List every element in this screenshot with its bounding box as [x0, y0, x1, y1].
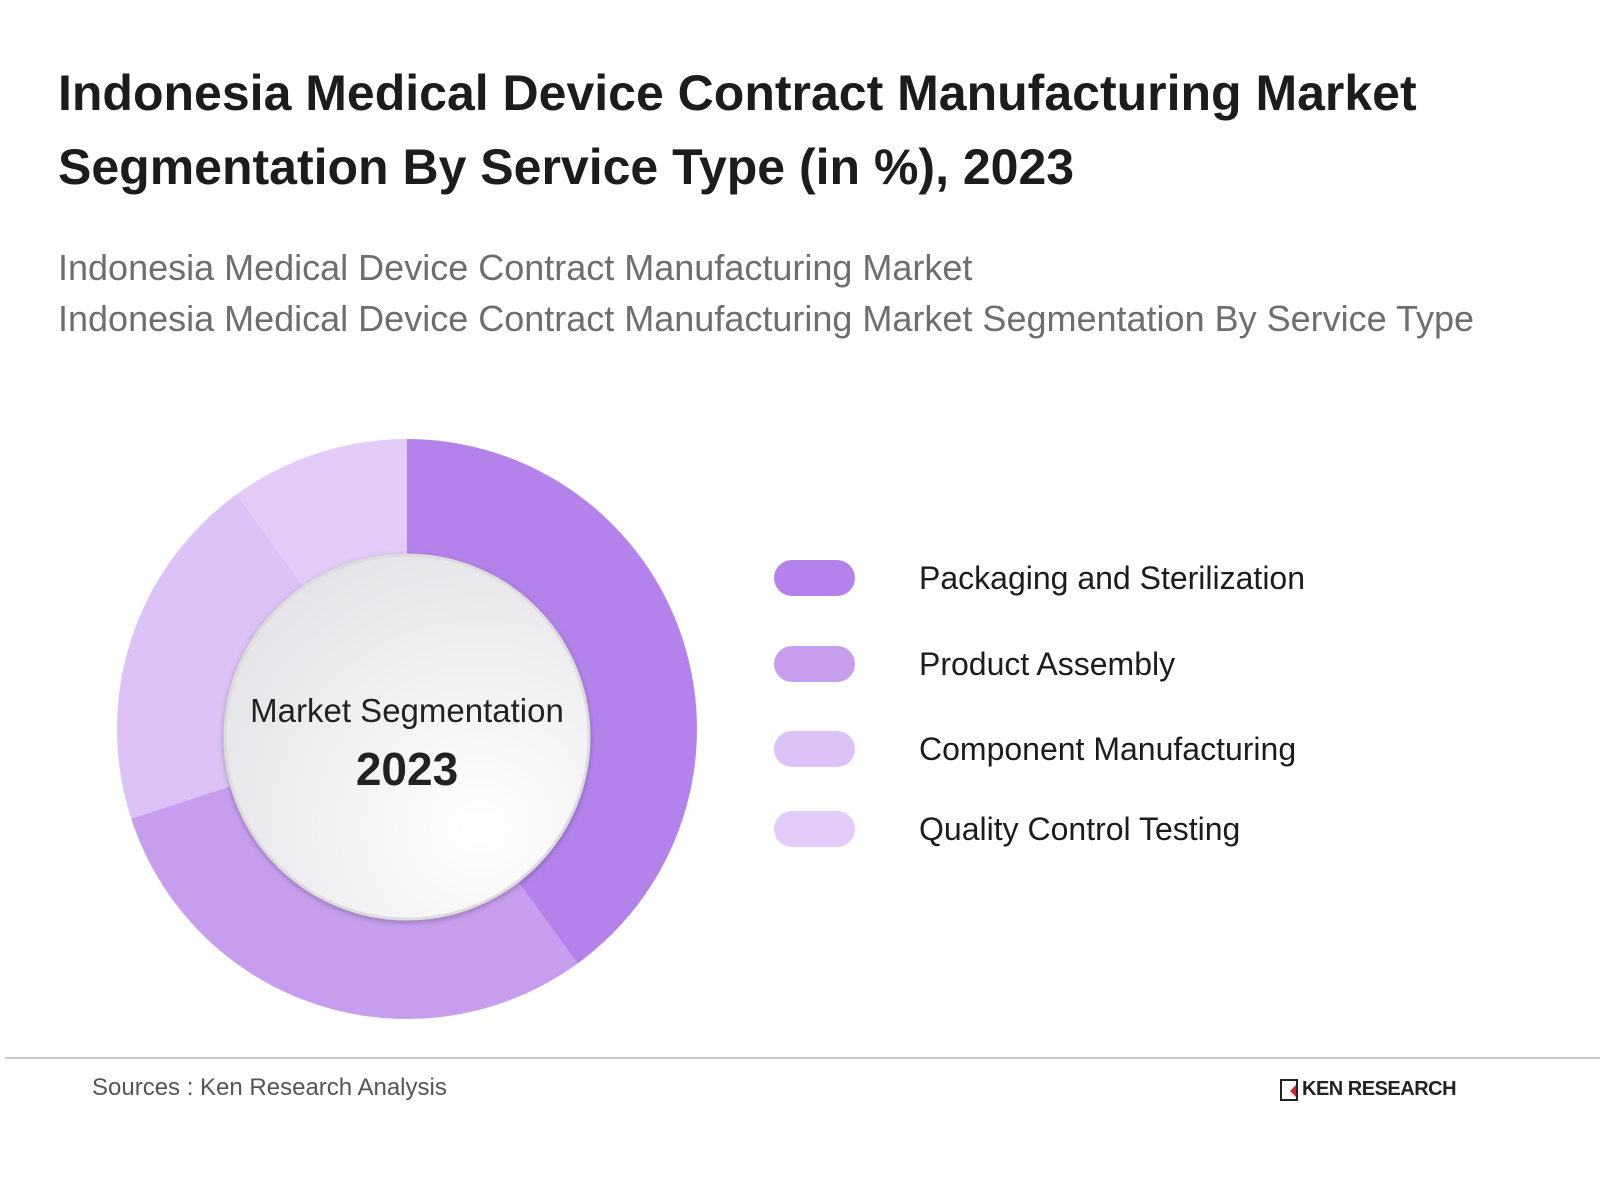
slice-component-manufacturing [116, 494, 308, 819]
center-label: Market Segmentation [250, 692, 564, 729]
logo-icon [1280, 1078, 1298, 1101]
legend-item: Quality Control Testing [774, 811, 1240, 847]
center-year: 2023 [355, 743, 459, 795]
legend-item: Component Manufacturing [774, 731, 1296, 767]
slice-quality-control-testing [236, 439, 407, 592]
legend-swatch [774, 731, 855, 767]
chart-title: Indonesia Medical Device Contract Manufa… [58, 65, 1417, 195]
legend-swatch [774, 646, 855, 682]
legend-label: Packaging and Sterilization [919, 559, 1306, 596]
ken-research-logo: KEN RESEARCH [1280, 1078, 1457, 1101]
legend-item: Packaging and Sterilization [774, 560, 1305, 596]
source-note: Sources : Ken Research Analysis [92, 1074, 447, 1101]
chart-subtitle: Indonesia Medical Device Contract Manufa… [58, 242, 1518, 344]
legend-swatch [774, 560, 855, 596]
legend-label: Quality Control Testing [919, 810, 1241, 847]
legend-label: Component Manufacturing [919, 730, 1297, 767]
center-disc [223, 553, 591, 921]
footer-divider [5, 1057, 1600, 1059]
legend-swatch [774, 811, 855, 847]
legend-label: Product Assembly [919, 645, 1176, 682]
subtitle-line: Indonesia Medical Device Contract Manufa… [58, 247, 973, 288]
legend-item: Product Assembly [774, 646, 1175, 682]
subtitle-line: Indonesia Medical Device Contract Manufa… [58, 298, 1475, 339]
logo-text: KEN RESEARCH [1302, 1078, 1457, 1100]
